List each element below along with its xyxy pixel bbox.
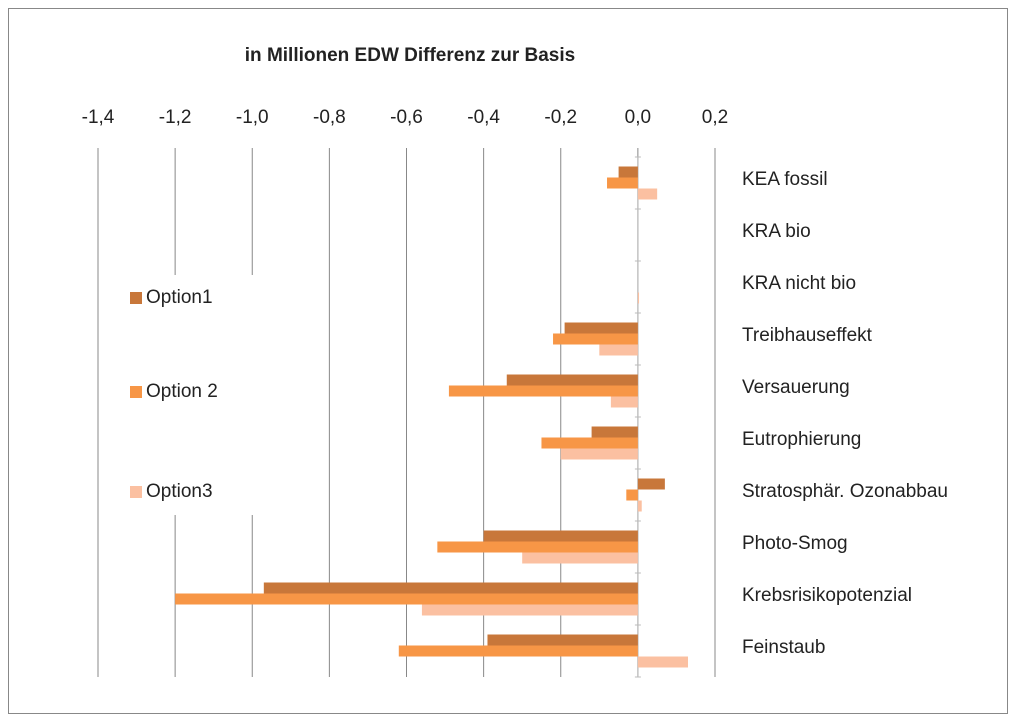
bar (506, 374, 638, 386)
bar (637, 500, 642, 512)
x-tick-label: -1,4 (82, 107, 115, 128)
bar (637, 188, 658, 200)
x-tick-label: -1,2 (159, 107, 192, 128)
legend-swatch (130, 292, 142, 304)
bar (607, 177, 638, 189)
bar (398, 645, 638, 657)
x-tick-label: -0,4 (467, 107, 500, 128)
x-tick-label: 0,0 (625, 107, 651, 128)
category-label: Krebsrisikopotenzial (742, 585, 912, 606)
bar (483, 530, 638, 542)
category-label: Versauerung (742, 377, 850, 398)
bar (564, 322, 638, 334)
bar (626, 489, 638, 501)
bar (421, 604, 638, 616)
category-label: Stratosphär. Ozonabbau (742, 481, 948, 502)
bar (610, 396, 638, 408)
x-tick-label: -1,0 (236, 107, 269, 128)
bar (487, 634, 638, 646)
category-label: KRA nicht bio (742, 273, 856, 294)
category-label: KEA fossil (742, 169, 828, 190)
bar (522, 552, 638, 564)
bar (560, 448, 638, 460)
x-tick-label: -0,2 (544, 107, 577, 128)
bar (637, 656, 689, 668)
bar (448, 385, 638, 397)
bar (553, 333, 638, 345)
bar (637, 292, 640, 304)
bar (541, 437, 638, 449)
legend-label: Option 2 (146, 381, 218, 402)
bar (618, 166, 638, 178)
bar (591, 426, 638, 438)
bar (637, 478, 665, 490)
legend-swatch (130, 486, 142, 498)
x-tick-label: -0,6 (390, 107, 423, 128)
bar (263, 582, 638, 594)
bar (437, 541, 638, 553)
x-tick-label: 0,2 (702, 107, 728, 128)
chart-title: in Millionen EDW Differenz zur Basis (245, 45, 575, 66)
x-tick-label: -0,8 (313, 107, 346, 128)
category-label: Treibhauseffekt (742, 325, 873, 346)
category-label: Photo-Smog (742, 533, 848, 554)
legend-label: Option3 (146, 481, 213, 502)
category-label: Eutrophierung (742, 429, 861, 450)
legend-label: Option1 (146, 287, 213, 308)
category-label: KRA bio (742, 221, 811, 242)
bar (599, 344, 638, 356)
legend-swatch (130, 386, 142, 398)
bar (175, 593, 638, 605)
category-label: Feinstaub (742, 637, 825, 658)
